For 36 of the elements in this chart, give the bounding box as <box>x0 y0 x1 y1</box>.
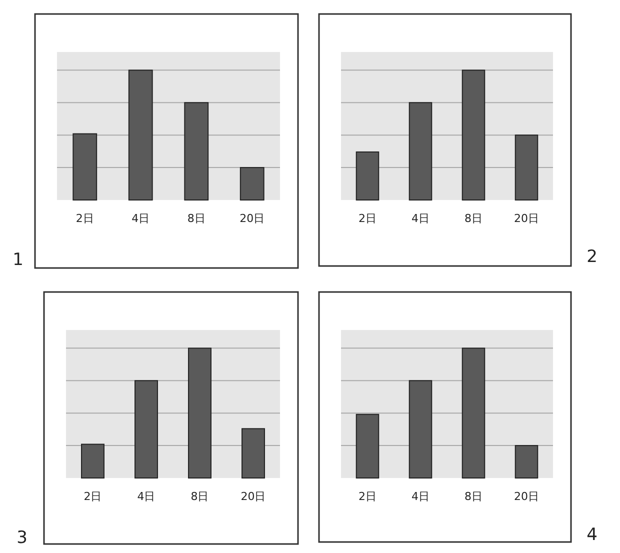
x-tick-label: 2日 <box>358 212 376 225</box>
bar <box>356 414 380 478</box>
x-tick-label: 8日 <box>464 490 482 503</box>
text: 3 <box>16 528 28 548</box>
bar <box>240 167 264 200</box>
bar <box>514 445 538 478</box>
x-tick-label: 20日 <box>240 212 265 225</box>
x-tick-label: 2日 <box>358 490 376 503</box>
bar <box>188 348 212 478</box>
x-tick-label: 2日 <box>76 212 94 225</box>
x-tick-label: 2日 <box>84 490 102 503</box>
x-tick-label: 8日 <box>464 212 482 225</box>
bar <box>184 102 209 200</box>
bar <box>462 70 486 200</box>
x-tick-label: 8日 <box>187 212 206 225</box>
bar <box>72 133 98 200</box>
bar <box>128 70 153 200</box>
bar <box>242 428 265 478</box>
text: 2 <box>586 247 598 267</box>
text: 4 <box>586 525 598 545</box>
bar <box>134 380 158 478</box>
x-tick-label: 20日 <box>514 212 539 225</box>
x-tick-label: 4日 <box>412 212 430 225</box>
x-tick-label: 4日 <box>132 212 150 225</box>
text: 1 <box>12 250 24 270</box>
x-tick-label: 20日 <box>240 490 266 503</box>
bar <box>81 444 104 478</box>
bar <box>514 134 538 200</box>
bar <box>408 102 432 200</box>
x-tick-label: 20日 <box>514 490 539 503</box>
x-tick-label: 4日 <box>137 490 156 503</box>
x-tick-label: 8日 <box>190 490 209 503</box>
bar <box>408 380 432 478</box>
x-tick-label: 4日 <box>412 490 430 503</box>
bar <box>356 151 380 200</box>
bar <box>462 348 486 478</box>
